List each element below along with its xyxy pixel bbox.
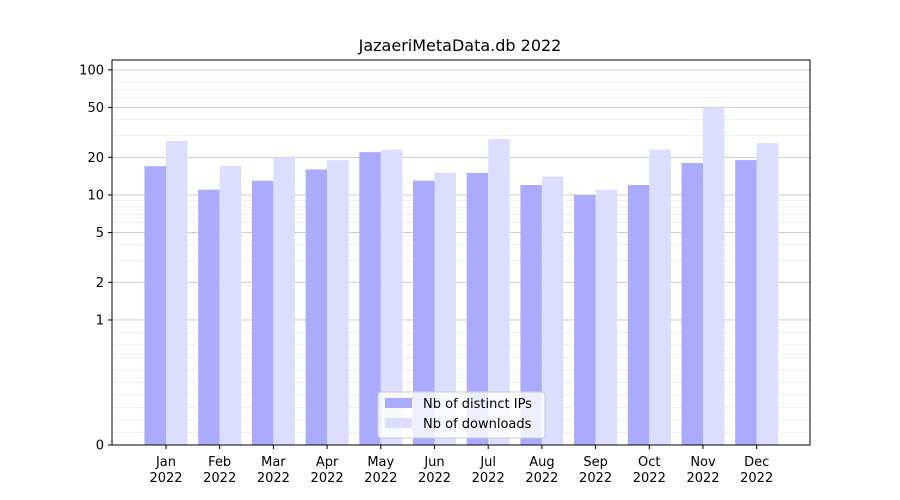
bar-distinct-ips-feb — [198, 189, 220, 445]
x-tick-year: 2022 — [149, 471, 182, 486]
y-tick-label: 100 — [79, 63, 104, 78]
bar-distinct-ips-oct — [627, 185, 650, 445]
legend-box — [377, 391, 546, 439]
x-tick-label: Feb 2022 — [203, 455, 236, 486]
x-tick-month: Dec — [744, 455, 769, 470]
x-tick-label: Mar 2022 — [257, 455, 290, 486]
bar-distinct-ips-apr — [305, 169, 328, 445]
x-tick-month: Oct — [638, 455, 660, 470]
x-tick-month: May — [367, 455, 394, 470]
bar-distinct-ips-dec — [735, 160, 757, 445]
x-tick-month: Nov — [690, 455, 716, 470]
x-tick-year: 2022 — [203, 471, 236, 486]
x-tick-year: 2022 — [257, 471, 290, 486]
bar-downloads-sep — [595, 189, 618, 445]
bar-downloads-dec — [756, 143, 779, 445]
x-tick-year: 2022 — [686, 471, 719, 486]
x-tick-label: Jan 2022 — [149, 455, 182, 486]
x-tick-label: Sep 2022 — [579, 455, 612, 486]
x-tick-month: Jun — [423, 455, 444, 470]
bar-downloads-mar — [273, 157, 295, 445]
legend: Nb of distinct IPs Nb of downloads — [377, 391, 546, 439]
bar-downloads-feb — [219, 166, 242, 445]
bars-layer — [144, 107, 779, 446]
x-tick-month: Jan — [155, 455, 176, 470]
x-tick-month: Apr — [316, 455, 339, 470]
x-tick-year: 2022 — [579, 471, 612, 486]
y-tick-label: 10 — [87, 188, 104, 203]
bar-distinct-ips-jun — [413, 180, 435, 445]
x-tick-month: Mar — [261, 455, 286, 470]
y-tick-label: 2 — [96, 276, 104, 291]
bar-downloads-may — [380, 149, 403, 446]
bar-downloads-jun — [434, 172, 456, 445]
x-tick-label: Nov 2022 — [686, 455, 719, 486]
plot-frame — [111, 59, 811, 446]
y-tick-label: 1 — [96, 313, 104, 328]
bar-downloads-apr — [327, 160, 349, 445]
x-tick-label: Apr 2022 — [311, 455, 344, 486]
legend-label: Nb of distinct IPs — [423, 397, 532, 412]
x-tick-year: 2022 — [364, 471, 397, 486]
bar-distinct-ips-jan — [144, 166, 166, 445]
bar-distinct-ips-sep — [574, 194, 596, 445]
x-tick-label: Oct 2022 — [633, 455, 666, 486]
x-tick-month: Feb — [208, 455, 231, 470]
y-tick-label: 0 — [96, 439, 104, 454]
bar-downloads-oct — [649, 149, 671, 446]
y-tick-label: 20 — [87, 151, 104, 166]
x-tick-year: 2022 — [525, 471, 558, 486]
x-tick-label: Jun 2022 — [418, 455, 451, 486]
x-tick-year: 2022 — [472, 471, 505, 486]
bar-distinct-ips-may — [359, 152, 381, 445]
bar-downloads-nov — [703, 107, 725, 446]
legend-swatch — [385, 398, 412, 408]
bar-distinct-ips-nov — [681, 163, 703, 445]
y-tick-label: 5 — [96, 226, 104, 241]
legend-label: Nb of downloads — [423, 417, 532, 432]
x-tick-month: Sep — [583, 455, 608, 470]
x-tick-month: Jul — [479, 455, 496, 470]
x-tick-label: Aug 2022 — [525, 455, 558, 486]
bar-distinct-ips-jul — [466, 172, 489, 445]
bar-downloads-aug — [541, 176, 564, 445]
y-tick-label: 50 — [87, 101, 104, 116]
x-tick-year: 2022 — [740, 471, 773, 486]
chart-title: JazaeriMetaData.db 2022 — [358, 36, 562, 55]
bar-downloads-jul — [488, 139, 510, 445]
bar-distinct-ips-mar — [251, 180, 274, 445]
x-tick-year: 2022 — [418, 471, 451, 486]
x-tick-month: Aug — [529, 455, 554, 470]
x-tick-label: May 2022 — [364, 455, 397, 486]
bar-distinct-ips-aug — [520, 185, 542, 445]
x-tick-year: 2022 — [311, 471, 344, 486]
bar-downloads-jan — [166, 140, 188, 445]
legend-swatch — [385, 418, 412, 428]
x-tick-year: 2022 — [633, 471, 666, 486]
x-tick-label: Dec 2022 — [740, 455, 773, 486]
x-tick-label: Jul 2022 — [472, 455, 505, 486]
